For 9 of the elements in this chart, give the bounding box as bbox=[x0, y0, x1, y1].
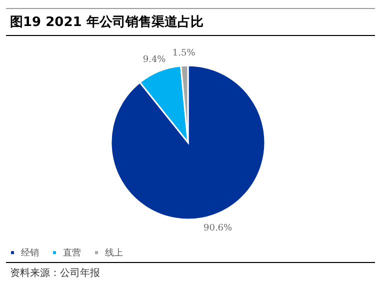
data-label: 9.4% bbox=[142, 55, 166, 66]
text: 资料来源：公司年报 bbox=[6, 262, 375, 283]
legend-label: 经销 bbox=[21, 248, 39, 259]
data-label: 1.5% bbox=[172, 48, 196, 59]
legend-label: 直营 bbox=[63, 248, 81, 259]
pie-slice bbox=[110, 64, 266, 220]
data-label: 90.6% bbox=[203, 223, 233, 234]
chart-title: 图19 2021 年公司销售渠道占比 bbox=[6, 8, 375, 36]
legend-label: 线上 bbox=[105, 248, 123, 259]
